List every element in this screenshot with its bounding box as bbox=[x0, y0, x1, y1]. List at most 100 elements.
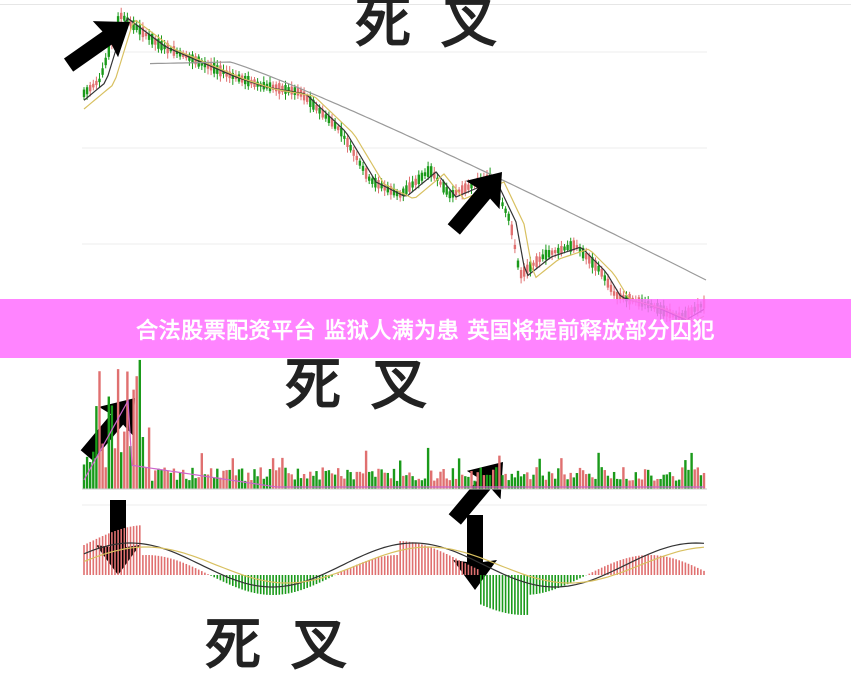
volume-bar bbox=[256, 476, 259, 489]
candle-body bbox=[330, 118, 334, 127]
candle-body bbox=[504, 208, 507, 213]
volume-bar bbox=[219, 477, 222, 489]
volume-bar bbox=[647, 469, 650, 489]
candle-body bbox=[278, 83, 281, 94]
volume-bar bbox=[346, 469, 349, 489]
volume-bar bbox=[169, 472, 172, 489]
volume-bar bbox=[92, 451, 95, 489]
candle-body bbox=[433, 172, 436, 179]
candle-body bbox=[510, 224, 513, 236]
candle-body bbox=[296, 87, 300, 96]
volume-bar bbox=[538, 458, 541, 489]
candle-body bbox=[337, 126, 340, 131]
volume-bar bbox=[349, 472, 352, 489]
volume-bar bbox=[411, 476, 414, 489]
volume-bar bbox=[98, 371, 101, 489]
volume-bar bbox=[417, 478, 420, 489]
volume-bar bbox=[653, 480, 656, 489]
candle-body bbox=[554, 250, 557, 254]
arrow-icon bbox=[453, 515, 497, 590]
candle-body bbox=[430, 166, 433, 177]
top-divider bbox=[0, 4, 851, 5]
candle-body bbox=[120, 12, 123, 20]
volume-bar bbox=[175, 479, 179, 489]
volume-bar bbox=[547, 471, 551, 489]
volume-bar bbox=[244, 480, 247, 489]
volume-bar bbox=[687, 469, 690, 489]
candle-body bbox=[402, 188, 405, 196]
candle-body bbox=[448, 191, 451, 199]
candle-body bbox=[371, 178, 374, 184]
volume-bar bbox=[262, 478, 265, 489]
candle-body bbox=[135, 25, 138, 30]
candle-body bbox=[426, 166, 430, 177]
volume-bar bbox=[650, 475, 653, 489]
volume-bar bbox=[550, 473, 554, 489]
arrow-icon bbox=[447, 172, 502, 235]
candle-body bbox=[513, 244, 517, 250]
volume-bar bbox=[293, 479, 296, 489]
volume-bar bbox=[160, 469, 163, 489]
volume-bar bbox=[430, 470, 433, 489]
volume-bar bbox=[389, 478, 393, 489]
stock-chart-image bbox=[63, 7, 707, 615]
volume-bar bbox=[612, 471, 616, 489]
candle-body bbox=[321, 109, 324, 118]
volume-bar bbox=[120, 452, 123, 489]
volume-bar bbox=[309, 471, 312, 489]
volume-bar bbox=[572, 477, 575, 489]
candle-body bbox=[411, 181, 414, 188]
candle-body bbox=[290, 86, 293, 95]
candle-body bbox=[603, 275, 606, 281]
volume-bar bbox=[188, 480, 191, 489]
volume-bar bbox=[85, 456, 89, 489]
volume-bar bbox=[296, 468, 300, 489]
volume-bar bbox=[485, 474, 489, 489]
volume-bar bbox=[566, 479, 569, 489]
volume-bar bbox=[355, 471, 358, 489]
volume-bar bbox=[690, 452, 693, 489]
volume-bar bbox=[532, 474, 535, 489]
volume-bar bbox=[467, 476, 470, 489]
candle-body bbox=[377, 180, 380, 189]
volume-bar bbox=[563, 474, 566, 489]
volume-bar bbox=[166, 470, 169, 489]
volume-bar bbox=[324, 470, 327, 489]
volume-bar bbox=[197, 477, 200, 489]
volume-bar bbox=[454, 478, 458, 489]
candle-body bbox=[420, 172, 424, 181]
volume-bar bbox=[507, 480, 510, 489]
headline-banner[interactable]: 合法股票配资平台 监狱人满为患 英国将提前释放部分囚犯 bbox=[0, 299, 851, 358]
volume-bar bbox=[82, 464, 86, 489]
volume-bar bbox=[681, 467, 684, 489]
volume-bar bbox=[684, 460, 687, 489]
candle-body bbox=[275, 84, 278, 92]
candle-body bbox=[414, 178, 417, 186]
volume-bar bbox=[380, 469, 383, 489]
volume-bar bbox=[581, 470, 585, 489]
volume-bar bbox=[609, 478, 613, 489]
volume-bar bbox=[439, 471, 442, 489]
volume-bar bbox=[678, 479, 681, 489]
volume-bar bbox=[405, 475, 408, 489]
volume-bar bbox=[144, 467, 148, 489]
volume-bar bbox=[436, 478, 439, 489]
candle-body bbox=[442, 181, 445, 193]
volume-bar bbox=[433, 480, 436, 489]
candle-body bbox=[147, 33, 151, 40]
volume-bar bbox=[330, 473, 334, 489]
volume-bar bbox=[234, 475, 238, 489]
volume-bar bbox=[637, 478, 641, 489]
volume-bar bbox=[569, 472, 572, 489]
volume-bar bbox=[451, 468, 455, 489]
candle-body bbox=[157, 38, 160, 49]
volume-bar bbox=[699, 475, 703, 489]
volume-bar bbox=[290, 474, 293, 489]
volume-bar bbox=[116, 369, 120, 489]
candle-body bbox=[523, 266, 526, 277]
candle-body bbox=[107, 45, 110, 57]
volume-bar bbox=[640, 479, 644, 489]
volume-bar bbox=[488, 474, 492, 489]
candle-body bbox=[284, 85, 287, 94]
volume-bar bbox=[665, 474, 668, 489]
